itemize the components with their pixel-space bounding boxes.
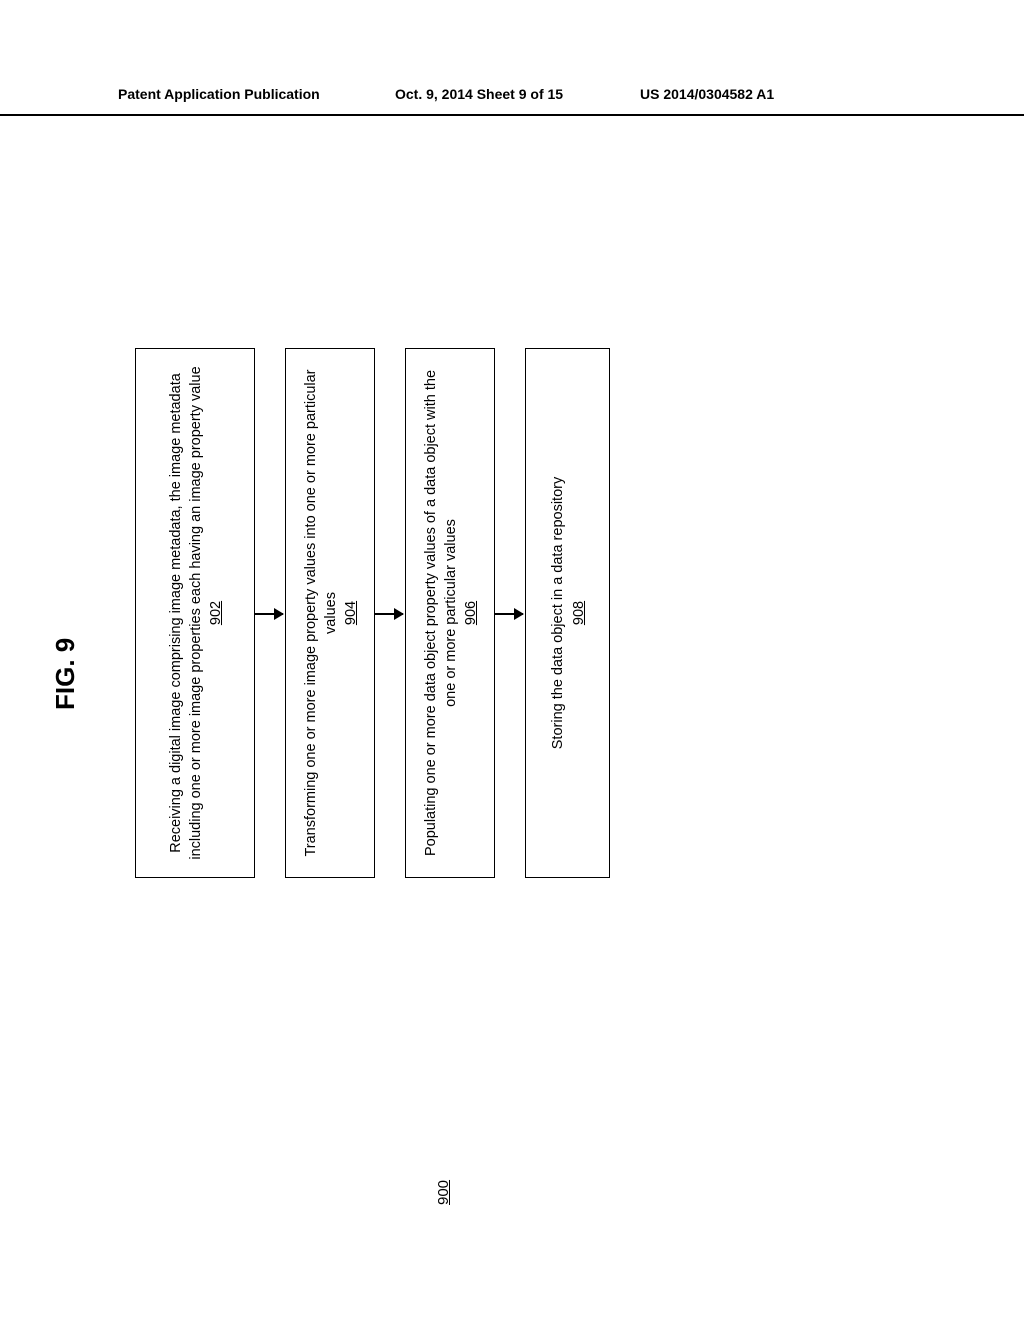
flowchart-box-904: Transforming one or more image property … [285,348,375,878]
flowchart-box-902: Receiving a digital image comprising ima… [135,348,255,878]
flowchart-text: Populating one or more data object prope… [421,364,462,862]
figure-label: FIG. 9 [50,638,81,710]
header-patent-number: US 2014/0304582 A1 [640,86,774,102]
method-number: 900 [435,1180,452,1205]
flowchart-arrow [495,613,523,615]
flowchart-text: Transforming one or more image property … [301,364,342,862]
flowchart-number: 902 [208,601,224,625]
flowchart-number: 904 [343,601,359,625]
flowchart-box-908: Storing the data object in a data reposi… [525,348,610,878]
flowchart-diagram: FIG. 9 900 Receiving a digital image com… [55,355,805,875]
header-date-sheet: Oct. 9, 2014 Sheet 9 of 15 [395,86,563,102]
header-publication: Patent Application Publication [118,86,320,102]
flowchart-box-906: Populating one or more data object prope… [405,348,495,878]
flowchart-arrow [375,613,403,615]
flowchart-arrow [255,613,283,615]
flowchart-text: Receiving a digital image comprising ima… [166,364,207,862]
flowchart-text: Storing the data object in a data reposi… [548,477,568,749]
flowchart-number: 906 [463,601,479,625]
page-header: Patent Application Publication Oct. 9, 2… [0,86,1024,116]
flowchart-number: 908 [571,601,587,625]
